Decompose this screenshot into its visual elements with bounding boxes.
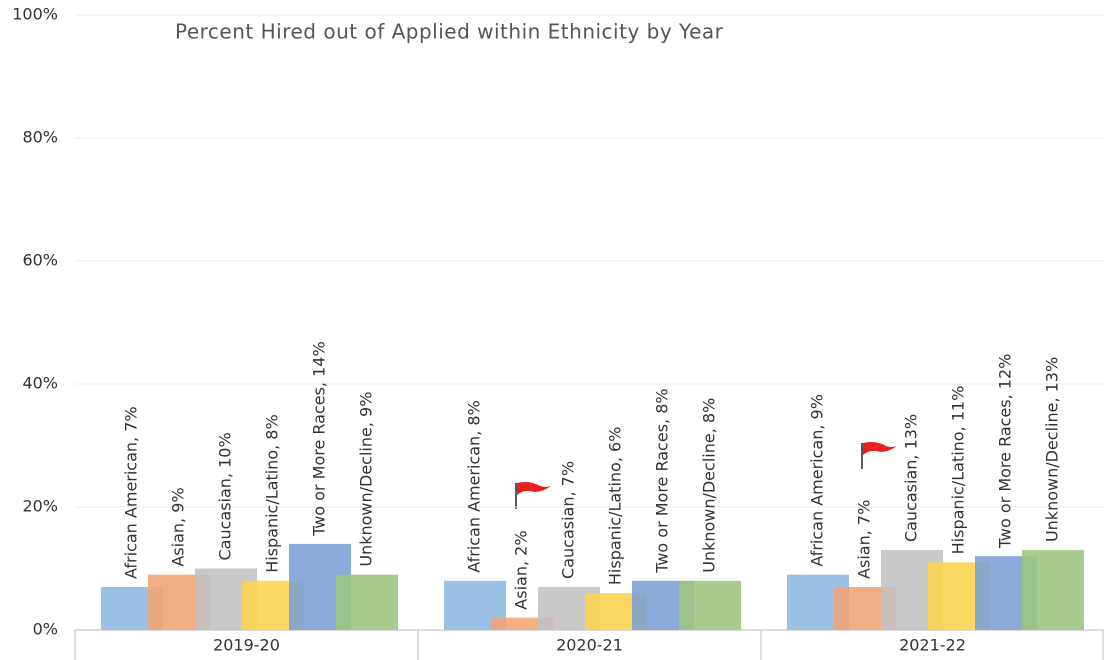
bar <box>1022 550 1084 630</box>
flag <box>861 442 897 469</box>
data-label: Caucasian, 7% <box>559 461 578 579</box>
data-label: Two or More Races, 8% <box>653 388 672 573</box>
bar <box>679 580 741 630</box>
data-label: Asian, 9% <box>169 487 188 566</box>
data-label: Two or More Races, 12% <box>996 354 1015 550</box>
y-tick-label: 100% <box>12 5 58 24</box>
data-label: Unknown/Decline, 9% <box>357 392 376 567</box>
data-label: African American, 9% <box>808 394 827 567</box>
y-tick-label: 0% <box>33 620 58 639</box>
x-tick-label: 2021-22 <box>899 636 966 655</box>
data-label: Asian, 7% <box>855 500 874 579</box>
data-label: Unknown/Decline, 8% <box>700 398 719 573</box>
data-label: Unknown/Decline, 13% <box>1043 357 1062 542</box>
data-label: Two or More Races, 14% <box>310 341 329 537</box>
x-tick-label: 2020-21 <box>556 636 623 655</box>
data-label: Hispanic/Latino, 8% <box>263 414 282 572</box>
data-label: African American, 7% <box>122 406 141 579</box>
y-tick-label: 80% <box>22 128 58 147</box>
y-tick-label: 40% <box>22 374 58 393</box>
bar <box>491 617 553 630</box>
data-label: Caucasian, 10% <box>216 432 235 560</box>
flag <box>515 482 551 509</box>
data-label: Asian, 2% <box>512 530 531 609</box>
y-tick-label: 20% <box>22 497 58 516</box>
data-label: Caucasian, 13% <box>902 414 921 542</box>
bar <box>336 574 398 630</box>
data-label: Hispanic/Latino, 6% <box>606 427 625 585</box>
y-tick-label: 60% <box>22 251 58 270</box>
x-tick-label: 2019-20 <box>213 636 280 655</box>
data-label: Hispanic/Latino, 11% <box>949 386 968 555</box>
data-label: African American, 8% <box>465 400 484 573</box>
chart-title: Percent Hired out of Applied within Ethn… <box>175 20 724 44</box>
